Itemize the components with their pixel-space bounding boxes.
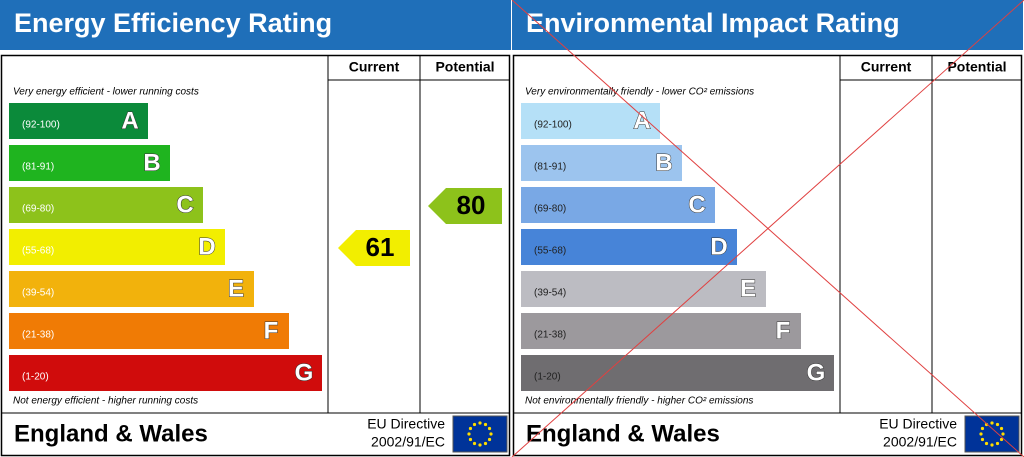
flag-star bbox=[979, 432, 983, 436]
band-range: (55-68) bbox=[534, 246, 566, 257]
band-bar bbox=[9, 313, 289, 349]
flag-star bbox=[990, 443, 994, 447]
band-range: (55-68) bbox=[22, 246, 54, 257]
band-bar bbox=[521, 313, 801, 349]
flag-star bbox=[478, 443, 482, 447]
band-range: (21-38) bbox=[22, 330, 54, 341]
rating-value: 61 bbox=[366, 232, 395, 262]
band-bar bbox=[521, 145, 682, 181]
band-bar bbox=[521, 271, 766, 307]
flag-star bbox=[995, 441, 1000, 446]
band-bar bbox=[521, 187, 715, 223]
band-range: (69-80) bbox=[22, 204, 54, 215]
flag-star bbox=[483, 441, 488, 446]
region: England & Wales bbox=[14, 420, 208, 447]
table-frame bbox=[512, 54, 1023, 457]
band-letter: E bbox=[740, 275, 756, 302]
flag-star bbox=[467, 432, 471, 436]
panel-title: Energy Efficiency Rating bbox=[14, 8, 332, 38]
flag-star bbox=[487, 437, 492, 442]
band-range: (1-20) bbox=[534, 372, 561, 383]
flag-star bbox=[472, 422, 477, 427]
flag-star bbox=[472, 441, 477, 446]
directive-code: 2002/91/EC bbox=[883, 434, 957, 450]
flag-star bbox=[468, 426, 473, 431]
directive: EU Directive bbox=[367, 416, 445, 432]
band-letter: C bbox=[176, 191, 193, 218]
band-bar bbox=[9, 355, 322, 391]
band-letter: E bbox=[228, 275, 244, 302]
band-letter: D bbox=[198, 233, 215, 260]
band-bar bbox=[521, 355, 834, 391]
bottom-note: Not environmentally friendly - higher CO… bbox=[525, 396, 753, 407]
band-letter: B bbox=[143, 149, 160, 176]
top-note: Very energy efficient - lower running co… bbox=[13, 87, 199, 98]
directive-code: 2002/91/EC bbox=[371, 434, 445, 450]
band-range: (81-91) bbox=[22, 162, 54, 173]
band-bar bbox=[521, 229, 737, 265]
band-range: (81-91) bbox=[534, 162, 566, 173]
band-bar bbox=[521, 103, 660, 139]
flag-star bbox=[995, 422, 1000, 427]
flag-star bbox=[999, 426, 1004, 431]
flag-star bbox=[980, 426, 985, 431]
rating-arrow bbox=[338, 230, 410, 266]
flag-star bbox=[478, 421, 482, 425]
eu-flag bbox=[452, 415, 508, 453]
table-frame bbox=[0, 54, 511, 457]
band-letter: F bbox=[264, 317, 279, 344]
band-letter: C bbox=[688, 191, 705, 218]
column-header: Current bbox=[861, 59, 912, 75]
rating-value: 80 bbox=[457, 190, 486, 220]
bottom-note: Not energy efficient - higher running co… bbox=[13, 396, 198, 407]
flag-star bbox=[1001, 432, 1005, 436]
band-bar bbox=[9, 229, 225, 265]
panel-title: Environmental Impact Rating bbox=[526, 8, 900, 38]
band-range: (1-20) bbox=[22, 372, 49, 383]
band-bar bbox=[9, 145, 170, 181]
flag-star bbox=[990, 421, 994, 425]
column-header: Potential bbox=[435, 59, 494, 75]
directive: EU Directive bbox=[879, 416, 957, 432]
band-letter: A bbox=[633, 107, 650, 134]
band-letter: G bbox=[807, 359, 826, 386]
band-letter: A bbox=[121, 107, 138, 134]
flag-star bbox=[984, 441, 989, 446]
flag-star bbox=[483, 422, 488, 427]
flag-star bbox=[487, 426, 492, 431]
column-header: Potential bbox=[947, 59, 1006, 75]
flag-star bbox=[489, 432, 493, 436]
band-range: (92-100) bbox=[22, 120, 60, 131]
cross-line bbox=[511, 0, 1024, 457]
band-bar bbox=[9, 271, 254, 307]
flag-star bbox=[468, 437, 473, 442]
band-letter: G bbox=[295, 359, 314, 386]
eu-flag bbox=[964, 415, 1020, 453]
flag-star bbox=[980, 437, 985, 442]
band-range: (21-38) bbox=[534, 330, 566, 341]
band-letter: B bbox=[655, 149, 672, 176]
band-bar bbox=[9, 187, 203, 223]
header-bar bbox=[0, 0, 511, 50]
column-header: Current bbox=[349, 59, 400, 75]
band-range: (69-80) bbox=[534, 204, 566, 215]
region: England & Wales bbox=[526, 420, 720, 447]
band-bar bbox=[9, 103, 148, 139]
rating-arrow bbox=[428, 188, 502, 224]
band-letter: D bbox=[710, 233, 727, 260]
band-range: (92-100) bbox=[534, 120, 572, 131]
band-range: (39-54) bbox=[534, 288, 566, 299]
top-note: Very environmentally friendly - lower CO… bbox=[525, 87, 754, 98]
flag-star bbox=[999, 437, 1004, 442]
band-range: (39-54) bbox=[22, 288, 54, 299]
band-letter: F bbox=[776, 317, 791, 344]
header-bar bbox=[512, 0, 1023, 50]
